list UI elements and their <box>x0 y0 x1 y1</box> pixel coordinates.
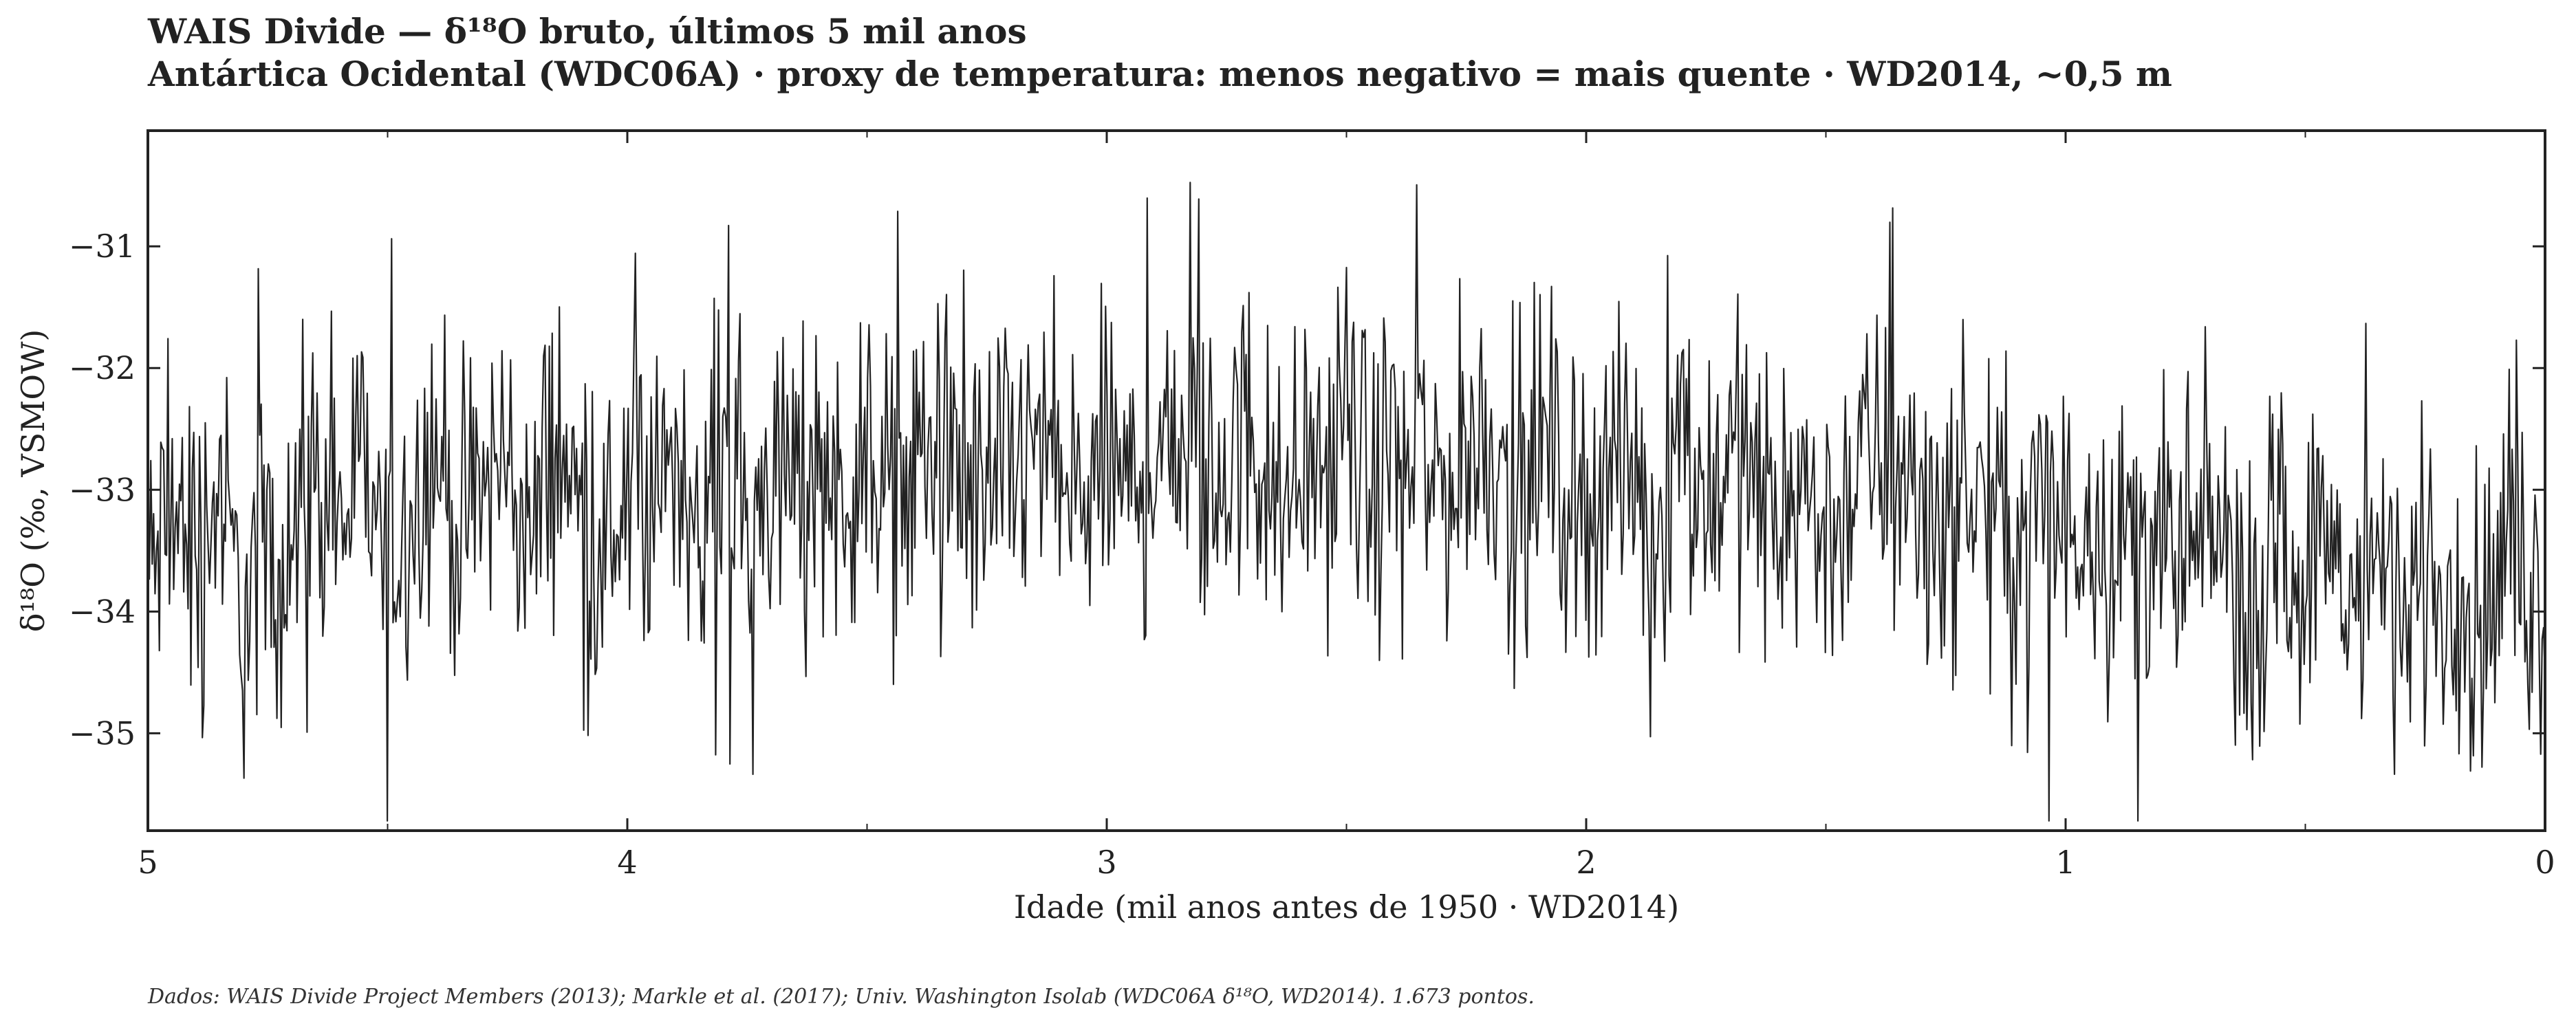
x-tick-label: 4 <box>617 844 637 881</box>
y-tick-label: −35 <box>69 714 136 752</box>
y-tick-label: −34 <box>69 593 136 630</box>
footnote: Dados: WAIS Divide Project Members (2013… <box>148 985 1535 1009</box>
y-tick-label: −32 <box>69 349 136 386</box>
series-line-d18o <box>147 182 2546 822</box>
x-tick-label: 5 <box>138 844 158 881</box>
x-tick-label: 1 <box>2055 844 2075 881</box>
chart-subtitle: Antártica Ocidental (WDC06A) · proxy de … <box>148 54 2172 94</box>
ticks-layer: 5 4 3 2 1 0 −31 −32 −33 −34 −35 <box>69 131 2555 881</box>
chart-title: WAIS Divide — δ¹⁸O bruto, últimos 5 mil … <box>148 11 1027 52</box>
x-axis-label: Idade (mil anos antes de 1950 · WD2014) <box>1014 888 1679 926</box>
y-tick-label: −31 <box>69 228 136 265</box>
y-axis-label: δ¹⁸O (‰, VSMOW) <box>14 329 52 633</box>
x-tick-label: 2 <box>1576 844 1596 881</box>
x-tick-label: 3 <box>1096 844 1116 881</box>
y-tick-label: −33 <box>69 471 136 508</box>
series-layer <box>147 182 2546 822</box>
x-tick-label: 0 <box>2535 844 2555 881</box>
